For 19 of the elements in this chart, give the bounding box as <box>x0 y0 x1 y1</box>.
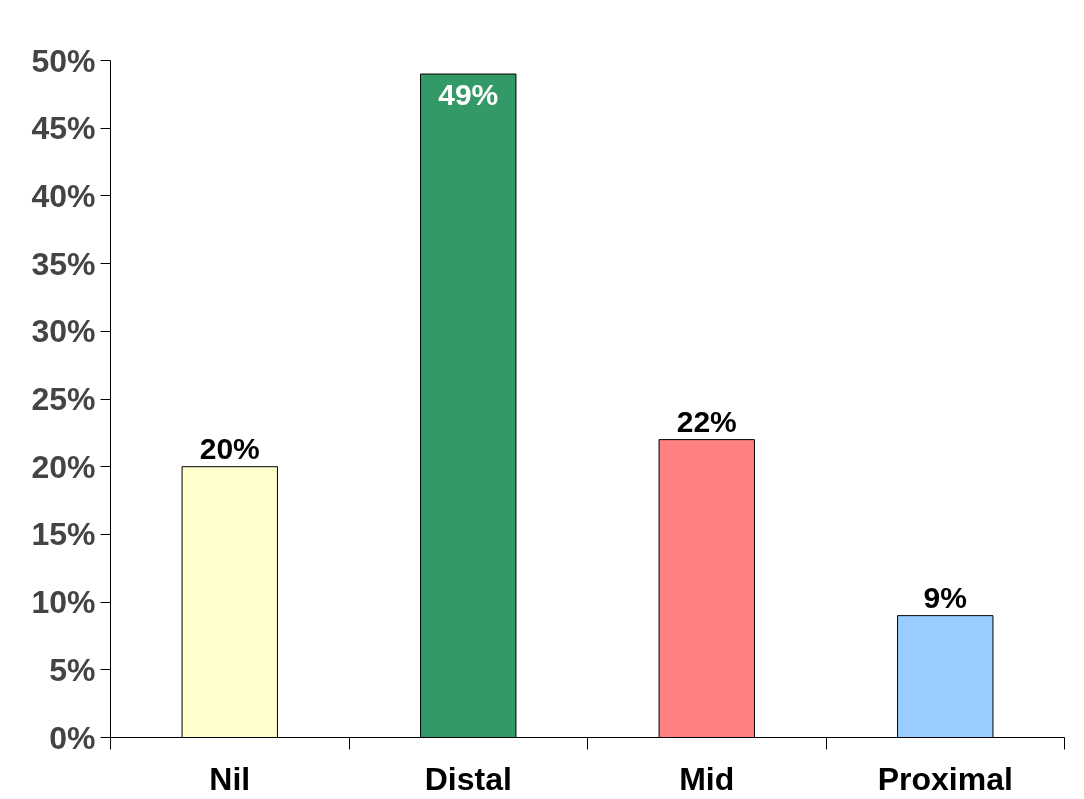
y-tick-label: 5% <box>49 651 96 688</box>
x-tick-label: Mid <box>679 760 735 797</box>
y-tick-label: 45% <box>31 110 96 147</box>
data-label: 20% <box>199 431 260 465</box>
y-tick-label: 25% <box>31 381 96 417</box>
y-tick-label: 0% <box>49 719 96 756</box>
y-tick-label: 35% <box>31 245 96 282</box>
data-label: 49% <box>438 78 499 112</box>
y-tick-label: 15% <box>31 516 96 553</box>
y-tick-label: 50% <box>31 42 96 79</box>
x-tick-label: Nil <box>209 760 251 797</box>
y-tick-label: 30% <box>31 313 96 350</box>
data-label: 9% <box>923 580 967 614</box>
y-tick-label: 40% <box>31 177 96 214</box>
x-tick-label: Proximal <box>877 760 1013 797</box>
y-tick-label: 20% <box>31 448 96 485</box>
x-tick-label: Distal <box>424 760 512 797</box>
y-tick-label: 10% <box>31 584 96 621</box>
data-label: 22% <box>676 404 737 438</box>
